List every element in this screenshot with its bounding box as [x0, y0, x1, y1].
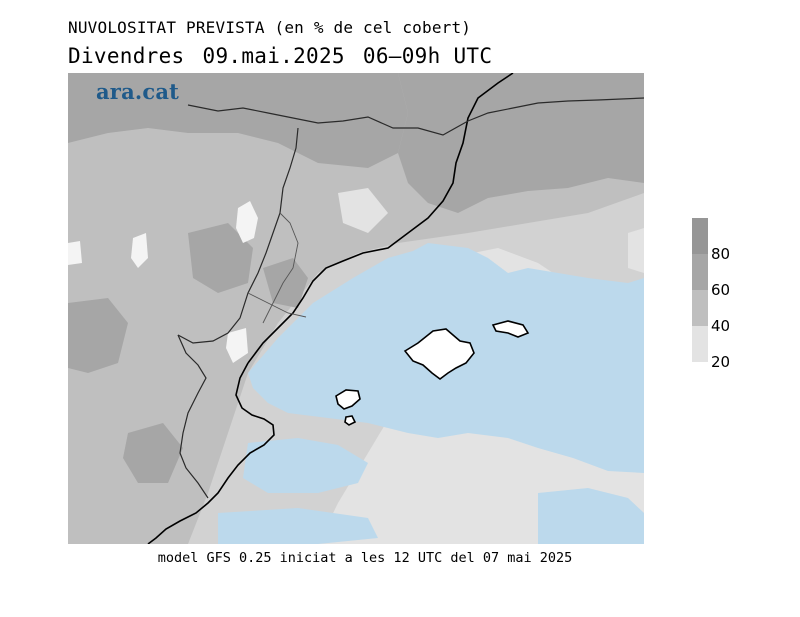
clear-sky-area [218, 243, 644, 544]
model-info: model GFS 0.25 iniciat a les 12 UTC del … [157, 550, 573, 566]
legend-label-60: 60 [711, 281, 731, 299]
forecast-time: Divendres 09.mai.2025 06–09h UTC [68, 44, 510, 68]
forecast-day: Divendres [68, 44, 185, 68]
aracat-logo: ara.cat [96, 79, 180, 104]
forecast-date: 09.mai.2025 [202, 44, 345, 68]
white-patches [68, 201, 258, 363]
legend-swatch-80 [692, 254, 708, 290]
map-canvas [68, 73, 644, 544]
legend-label-20: 20 [711, 353, 731, 371]
legend-label-40: 40 [711, 317, 731, 335]
legend-swatch-40 [692, 326, 708, 362]
balearic-islands [335, 320, 530, 426]
forecast-period: 06–09h UTC [362, 44, 493, 68]
coastline-south [147, 362, 275, 544]
cloud-level-80 [68, 73, 644, 483]
cloud-cover-map: ara.cat [68, 73, 644, 544]
legend-swatch-top [692, 218, 708, 254]
map-title: NUVOLOSITAT PREVISTA (en % de cel cobert… [68, 18, 472, 37]
region-borders [177, 97, 644, 499]
legend-label-80: 80 [711, 245, 731, 263]
legend-swatch-60 [692, 290, 708, 326]
coastline-north [247, 73, 514, 364]
province-borders [247, 212, 307, 324]
